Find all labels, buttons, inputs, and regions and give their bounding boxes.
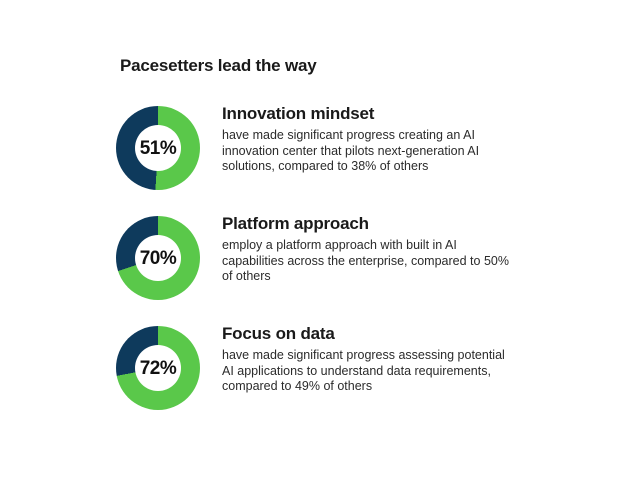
stat-description: employ a platform approach with built in… — [222, 238, 509, 284]
donut-chart-focus-on-data: 72% — [116, 326, 200, 410]
donut-value-label: 72% — [139, 357, 177, 379]
stat-item-focus-on-data: 72% Focus on data have made significant … — [0, 316, 640, 426]
stat-heading: Platform approach — [222, 214, 369, 233]
donut-center: 72% — [135, 345, 181, 391]
stat-list: 51% Innovation mindset have made signifi… — [0, 96, 640, 426]
donut-center: 70% — [135, 235, 181, 281]
donut-value-label: 51% — [139, 137, 177, 159]
donut-value-label: 70% — [139, 247, 177, 269]
stat-item-platform-approach: 70% Platform approach employ a platform … — [0, 206, 640, 316]
stat-description: have made significant progress assessing… — [222, 348, 505, 394]
stat-heading: Innovation mindset — [222, 104, 375, 123]
stat-text-block: Focus on data have made significant prog… — [222, 316, 518, 395]
stat-heading: Focus on data — [222, 324, 335, 343]
stat-text-block: Innovation mindset have made significant… — [222, 96, 518, 175]
stat-item-innovation-mindset: 51% Innovation mindset have made signifi… — [0, 96, 640, 206]
donut-chart-platform-approach: 70% — [116, 216, 200, 300]
donut-chart-innovation-mindset: 51% — [116, 106, 200, 190]
donut-center: 51% — [135, 125, 181, 171]
stat-text-block: Platform approach employ a platform appr… — [222, 206, 518, 285]
stat-description: have made significant progress creating … — [222, 128, 480, 174]
page-title: Pacesetters lead the way — [120, 56, 317, 75]
